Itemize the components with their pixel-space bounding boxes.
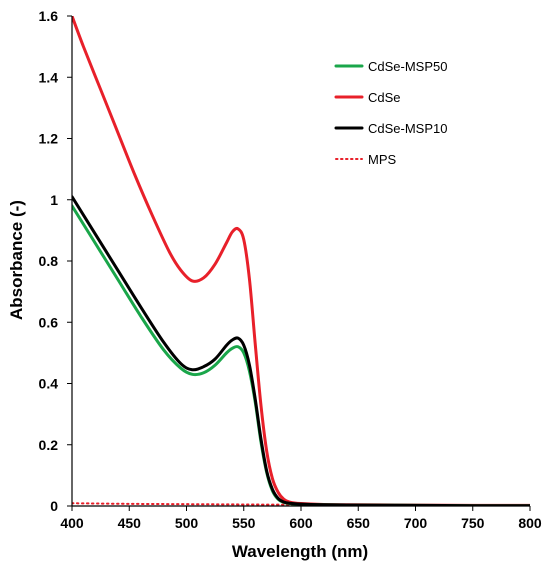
legend-label-cdse: CdSe (368, 90, 401, 105)
axes: 400 450 500 550 600 650 700 750 800 0 0.2 0.4 0.6 0.8… (39, 8, 542, 531)
y-tick-label: 1.6 (39, 8, 59, 24)
x-tick-label: 500 (175, 515, 199, 531)
legend-label-cdse-msp10: CdSe-MSP10 (368, 121, 447, 136)
y-tick-label: 0.2 (39, 437, 59, 453)
plot-area (72, 16, 530, 506)
x-axis-title: Wavelength (nm) (232, 542, 368, 561)
y-tick-label: 1 (50, 192, 58, 208)
y-tick-label: 0.6 (39, 314, 59, 330)
series-line-cdse-msp50 (72, 204, 530, 506)
y-axis-title: Absorbance (-) (7, 200, 26, 320)
y-tick-label: 1.4 (39, 69, 59, 85)
series-line-cdse-msp10 (72, 195, 530, 506)
x-tick-label: 400 (60, 515, 84, 531)
x-tick-label: 550 (232, 515, 256, 531)
x-tick-label: 450 (118, 515, 142, 531)
x-tick-label: 800 (518, 515, 542, 531)
legend-label-cdse-msp50: CdSe-MSP50 (368, 59, 447, 74)
x-tick-label: 600 (289, 515, 313, 531)
y-tick-label: 0 (50, 498, 58, 514)
legend-label-mps: MPS (368, 152, 397, 167)
y-tick-label: 0.8 (39, 253, 59, 269)
legend: CdSe-MSP50 CdSe CdSe-MSP10 MPS (334, 59, 447, 167)
y-tick-label: 0.4 (39, 376, 59, 392)
x-tick-label: 700 (404, 515, 428, 531)
x-tick-label: 750 (461, 515, 485, 531)
y-tick-label: 1.2 (39, 131, 59, 147)
series-line-cdse (72, 16, 530, 506)
x-tick-label: 650 (347, 515, 371, 531)
